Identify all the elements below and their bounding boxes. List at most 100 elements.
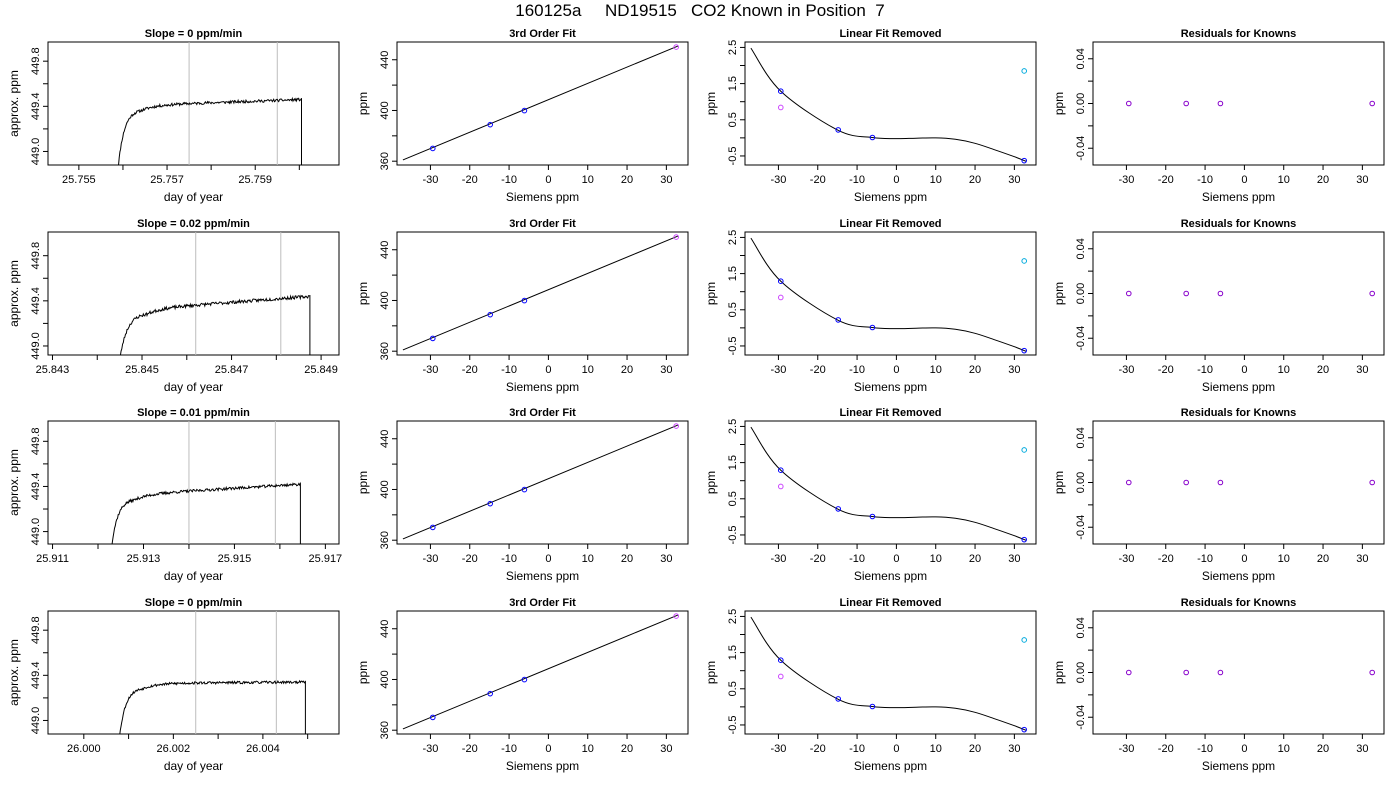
x-tick-label: -30 xyxy=(770,553,786,565)
data-point xyxy=(429,335,436,342)
y-axis-label: ppm xyxy=(704,661,718,684)
data-point xyxy=(1021,536,1028,543)
panel-title: Slope = 0.01 ppm/min xyxy=(137,407,250,419)
x-tick-label: 10 xyxy=(582,364,594,376)
data-point xyxy=(521,676,528,683)
x-tick-label: 10 xyxy=(582,174,594,186)
data-point xyxy=(1021,447,1028,453)
data-point xyxy=(869,134,876,141)
x-tick-label: 10 xyxy=(930,364,942,376)
y-axis-label: ppm xyxy=(704,282,718,305)
y-axis-label: ppm xyxy=(356,92,370,115)
data-point xyxy=(777,88,784,94)
panel-title: 3rd Order Fit xyxy=(509,597,576,609)
x-axis-label: Siemens ppm xyxy=(854,190,927,204)
x-tick-label: 10 xyxy=(1278,743,1290,755)
y-tick-label: 449.4 xyxy=(30,93,42,121)
x-tick-label: 0 xyxy=(1241,174,1247,186)
panel-1-1: Slope = 0 ppm/min 25.755 25.757 25.759 449.0… xyxy=(7,28,340,204)
plot-area xyxy=(1125,669,1376,676)
y-tick-label: 0.5 xyxy=(727,112,739,127)
y-tick-label: 449.0 xyxy=(30,707,42,735)
x-tick-label: -10 xyxy=(849,553,865,565)
x-tick-label: 20 xyxy=(969,743,981,755)
panel-title: 3rd Order Fit xyxy=(509,218,576,230)
data-point xyxy=(1183,479,1189,486)
y-tick-label: -0.04 xyxy=(1075,326,1087,351)
x-tick-label: 10 xyxy=(930,743,942,755)
plot-area xyxy=(111,421,301,544)
panel-title: 3rd Order Fit xyxy=(509,407,576,419)
x-tick-label: 25.917 xyxy=(309,553,343,565)
data-point xyxy=(777,673,784,680)
data-point xyxy=(777,104,784,111)
x-tick-label: -10 xyxy=(1197,743,1213,755)
x-tick-label: 0 xyxy=(545,364,551,376)
x-tick-label: 0 xyxy=(1241,364,1247,376)
data-point xyxy=(487,500,493,507)
y-tick-label: 2.5 xyxy=(727,419,739,434)
data-point xyxy=(487,690,493,697)
x-tick-label: -20 xyxy=(810,364,826,376)
data-point xyxy=(1369,290,1376,297)
plot-area xyxy=(118,42,302,165)
x-tick-label: -30 xyxy=(1118,553,1134,565)
x-tick-label: 25.911 xyxy=(36,553,69,565)
x-tick-label: -30 xyxy=(1118,364,1134,376)
x-tick-label: 25.847 xyxy=(215,364,249,376)
y-tick-label: 440 xyxy=(379,51,391,69)
panel-title: Linear Fit Removed xyxy=(839,407,941,419)
plot-frame xyxy=(744,231,1037,356)
x-tick-label: 0 xyxy=(893,553,899,565)
x-tick-label: -30 xyxy=(770,364,786,376)
y-tick-label: 449.0 xyxy=(30,332,42,360)
plot-frame xyxy=(396,41,689,166)
y-tick-label: 0.04 xyxy=(1075,238,1087,259)
x-tick-label: -20 xyxy=(810,553,826,565)
plot-area xyxy=(1125,290,1376,297)
x-tick-label: -30 xyxy=(422,743,438,755)
x-tick-label: 25.757 xyxy=(150,174,184,186)
panel-title: Slope = 0 ppm/min xyxy=(145,597,243,609)
x-tick-label: 25.843 xyxy=(36,364,70,376)
x-tick-label: 10 xyxy=(1278,174,1290,186)
y-axis-label: approx. ppm xyxy=(7,449,21,516)
y-tick-label: 0.04 xyxy=(1075,617,1087,638)
panel-title: Residuals for Knowns xyxy=(1181,28,1297,40)
x-tick-label: -10 xyxy=(501,743,517,755)
concentration-trace xyxy=(118,96,302,165)
y-axis-label: ppm xyxy=(1052,282,1066,305)
data-point xyxy=(869,513,876,520)
y-tick-label: 440 xyxy=(379,241,391,259)
x-tick-label: -20 xyxy=(462,174,478,186)
x-tick-label: -20 xyxy=(462,553,478,565)
plot-area xyxy=(119,232,311,355)
panel-2-4: Residuals for Knowns -30 -20 -10 0 10 20 30 -0.0… xyxy=(1052,218,1385,394)
data-point xyxy=(673,44,680,50)
x-tick-label: 10 xyxy=(582,553,594,565)
cubic-fit-curve xyxy=(750,426,1027,541)
data-point xyxy=(835,127,841,133)
x-tick-label: 20 xyxy=(1317,553,1329,565)
x-tick-label: -10 xyxy=(1197,553,1213,565)
x-tick-label: 20 xyxy=(621,364,633,376)
y-tick-label: 400 xyxy=(379,480,391,498)
x-tick-label: -10 xyxy=(1197,174,1213,186)
data-point xyxy=(1217,479,1224,486)
x-tick-label: -20 xyxy=(462,743,478,755)
x-tick-label: -10 xyxy=(501,174,517,186)
x-axis-label: day of year xyxy=(164,190,223,204)
data-point xyxy=(835,696,841,702)
panel-title: Residuals for Knowns xyxy=(1181,597,1297,609)
x-tick-label: -10 xyxy=(501,364,517,376)
plot-area xyxy=(750,616,1028,733)
x-tick-label: 30 xyxy=(1008,364,1020,376)
y-axis-label: ppm xyxy=(704,471,718,494)
y-tick-label: 2.5 xyxy=(727,609,739,624)
x-tick-label: 26.004 xyxy=(246,743,280,755)
plot-frame xyxy=(47,231,340,356)
y-tick-label: -0.04 xyxy=(1075,705,1087,730)
data-point xyxy=(1125,290,1132,297)
concentration-trace xyxy=(111,481,301,544)
x-tick-label: 0 xyxy=(545,743,551,755)
